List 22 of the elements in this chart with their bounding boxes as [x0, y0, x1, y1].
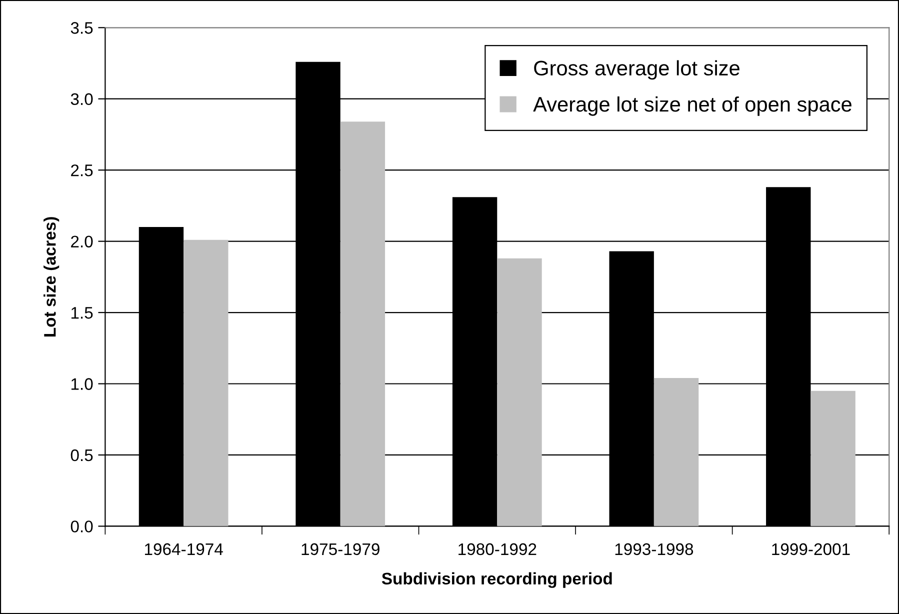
legend-label: Gross average lot size: [534, 60, 740, 80]
y-tick-label: 3.0: [70, 93, 93, 106]
x-axis-title: Subdivision recording period: [382, 572, 612, 588]
y-tick-label: 1.0: [71, 378, 93, 390]
x-tick-label: 1993-1998: [615, 543, 694, 556]
x-tick-label: 1980-1992: [458, 543, 536, 556]
x-tick-label: 1975-1979: [302, 543, 380, 556]
bar: [497, 258, 542, 526]
bar: [340, 122, 386, 526]
y-tick-label: 0.5: [70, 449, 93, 462]
bar: [184, 240, 228, 526]
x-tick-label: 1964-1974: [145, 543, 223, 556]
y-tick-label: 3.5: [70, 22, 93, 34]
y-tick-label: 0.0: [70, 520, 93, 532]
legend-label: Average lot size net of open space: [533, 96, 852, 116]
y-tick-label: 1.5: [71, 307, 93, 319]
bar: [654, 378, 699, 526]
x-tick-label: 1999-2001: [772, 543, 850, 556]
y-tick-label: 2.5: [71, 164, 93, 176]
bar: [810, 390, 856, 526]
y-tick-label: 2.0: [71, 236, 93, 248]
y-axis-title: Lot size (acres): [44, 217, 60, 336]
